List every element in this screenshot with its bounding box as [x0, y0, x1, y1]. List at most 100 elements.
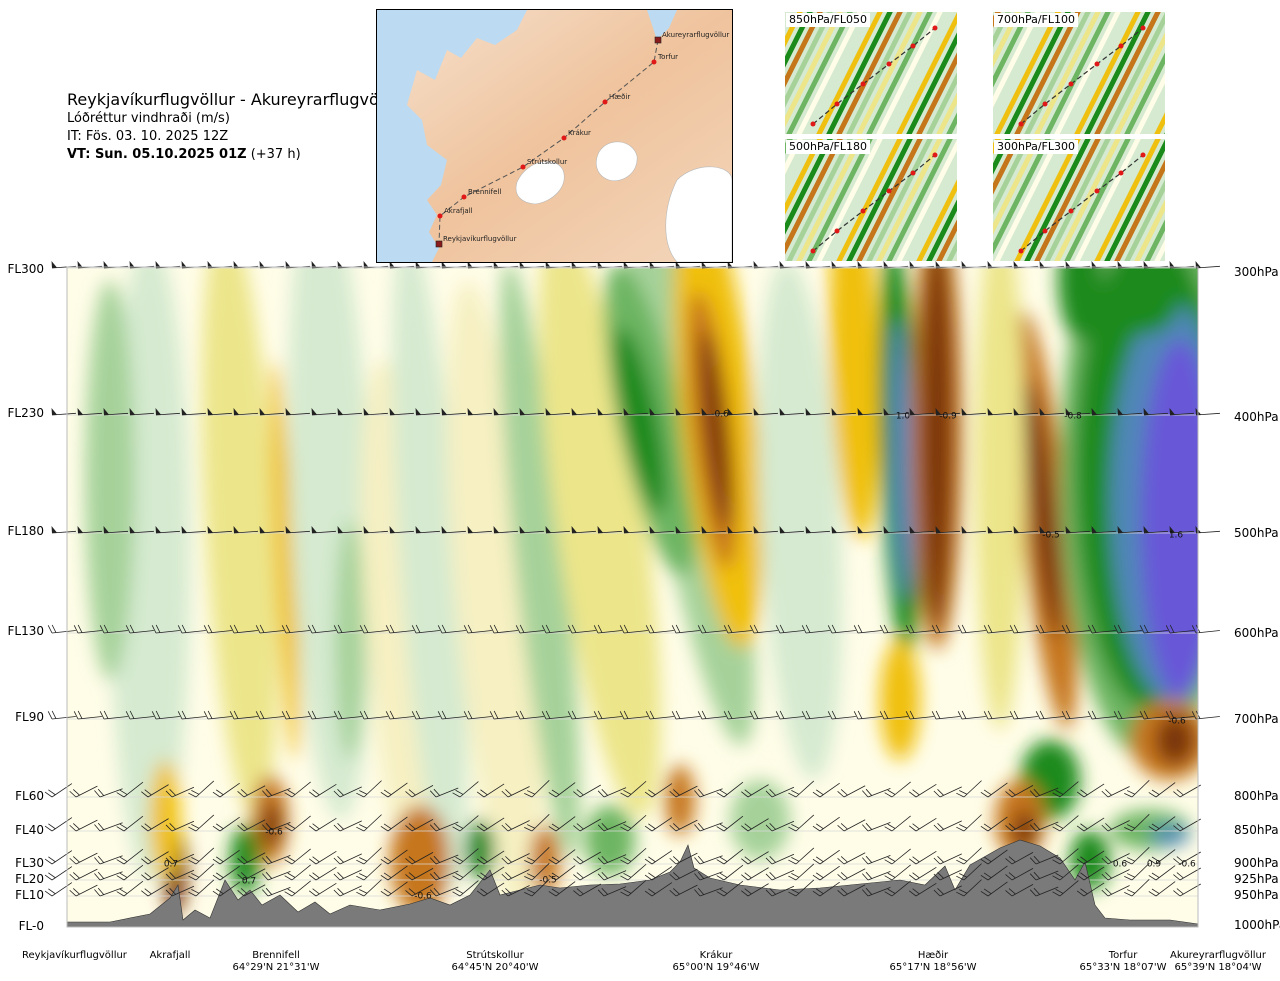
wind-barb — [573, 851, 601, 865]
wind-barb — [129, 526, 154, 534]
wind-barb — [548, 782, 576, 798]
route-point-label: Krákur — [568, 129, 591, 137]
wind-barb — [879, 710, 908, 720]
wind-barb — [141, 867, 169, 881]
wind-barb — [862, 822, 891, 832]
wind-barb — [259, 526, 284, 534]
mini-map-stripe — [816, 12, 883, 134]
wind-barb — [812, 849, 840, 865]
wind-barb — [801, 710, 830, 720]
wind-barb — [723, 624, 752, 634]
wind-barb — [956, 879, 982, 897]
flight-level-label: FL300 — [7, 262, 45, 276]
wind-barb — [597, 854, 627, 865]
mini-map-waypoint — [834, 101, 840, 107]
contour-value: -0.5 — [539, 876, 557, 886]
flight-level-label: FL40 — [15, 823, 44, 837]
wind-barb — [1173, 883, 1201, 897]
wind-barb — [961, 526, 986, 534]
mini-map-waypoint — [1140, 25, 1146, 31]
wind-barb — [165, 786, 195, 798]
wind-barb — [980, 816, 1008, 832]
contour-value: -0.9 — [939, 412, 957, 422]
wind-barb — [623, 408, 648, 416]
wind-barb — [645, 624, 674, 634]
wind-barb — [1035, 710, 1064, 720]
wind-barb — [1101, 853, 1130, 865]
wind-barb — [429, 886, 459, 897]
wind-barb — [1009, 624, 1038, 634]
contour-value: 0.6 — [1113, 860, 1128, 870]
mini-map-stripe — [826, 12, 893, 134]
wind-barb — [765, 885, 795, 897]
wind-barb — [441, 526, 466, 534]
mini-map-300-label: 300hPa/FL300 — [994, 140, 1079, 154]
wind-barb — [212, 816, 240, 832]
wind-barb — [1148, 849, 1176, 865]
wind-barb — [571, 526, 596, 534]
wind-barb — [837, 852, 866, 865]
mini-map-stripe — [916, 179, 957, 261]
wind-barb — [573, 784, 601, 798]
mini-map-waypoint — [886, 61, 892, 67]
wind-barb — [1169, 408, 1194, 416]
wind-barb — [1148, 865, 1176, 881]
mini-map-route — [1020, 27, 1144, 125]
wind-barb — [669, 868, 698, 881]
wind-barb — [356, 863, 382, 881]
wind-barb — [853, 710, 882, 720]
wind-barb — [476, 882, 505, 897]
wind-barb — [1124, 814, 1150, 832]
contour-value: 0.7 — [242, 877, 256, 887]
mini-map-stripe — [876, 139, 943, 261]
wind-barb — [541, 710, 570, 720]
wind-barb — [116, 848, 144, 865]
field-blob — [85, 280, 135, 680]
wind-barb — [597, 870, 627, 881]
wind-barb — [463, 624, 492, 634]
wind-barb — [573, 867, 601, 881]
wind-barb — [1076, 866, 1105, 881]
wind-barb — [1005, 884, 1034, 897]
wind-barb — [620, 879, 647, 897]
wind-barb — [1076, 817, 1105, 832]
mini-map-stripe — [1094, 12, 1161, 134]
wind-barb — [788, 847, 815, 865]
wind-barb — [862, 788, 891, 798]
location-coord: 64°45'N 20°40'W — [451, 962, 539, 973]
wind-barb — [573, 818, 601, 832]
wind-barb — [765, 869, 795, 881]
vertical-velocity-field — [85, 267, 1198, 919]
mini-map-stripe — [916, 52, 957, 134]
field-blob — [446, 281, 544, 919]
wind-barb — [644, 783, 673, 798]
wind-barb — [620, 780, 647, 798]
init-time: IT: Fös. 03. 10. 2025 12Z — [67, 129, 229, 144]
wind-barb — [1061, 710, 1090, 720]
contour-value: -0.6 — [265, 828, 283, 838]
mini-map-850-label: 850hPa/FL050 — [786, 13, 871, 27]
wind-barb — [827, 624, 856, 634]
wind-barb — [831, 526, 856, 534]
wind-barb — [356, 847, 382, 865]
wind-barb — [385, 624, 414, 634]
wind-barb — [884, 864, 911, 881]
wind-barb — [644, 817, 673, 832]
wind-barb — [311, 408, 336, 416]
wind-barb — [1143, 526, 1168, 534]
wind-barb — [741, 818, 769, 832]
mini-map-stripe — [1154, 239, 1165, 261]
wind-barb — [380, 881, 408, 897]
wind-barb — [356, 879, 382, 897]
wind-barb — [308, 850, 337, 865]
location-coord: 65°00'N 19°46'W — [672, 962, 760, 973]
mini-map-stripe — [866, 139, 933, 261]
wind-barb — [188, 780, 215, 798]
wind-barb — [308, 882, 337, 897]
wind-barb — [884, 781, 911, 798]
wind-barb — [1124, 863, 1150, 881]
wind-barb — [151, 624, 180, 634]
wind-barb — [567, 624, 596, 634]
wind-barb — [515, 624, 544, 634]
route-point-label: Reykjavíkurflugvöllur — [443, 235, 517, 243]
